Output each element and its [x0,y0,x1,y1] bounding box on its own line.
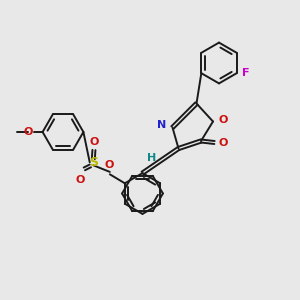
Text: O: O [218,137,227,148]
Text: O: O [89,137,99,147]
Text: O: O [218,115,227,125]
Text: N: N [157,120,167,130]
Text: H: H [148,153,157,164]
Text: O: O [75,175,85,185]
Text: S: S [89,156,98,170]
Text: F: F [242,68,249,78]
Text: O: O [23,127,33,137]
Text: O: O [104,160,114,170]
